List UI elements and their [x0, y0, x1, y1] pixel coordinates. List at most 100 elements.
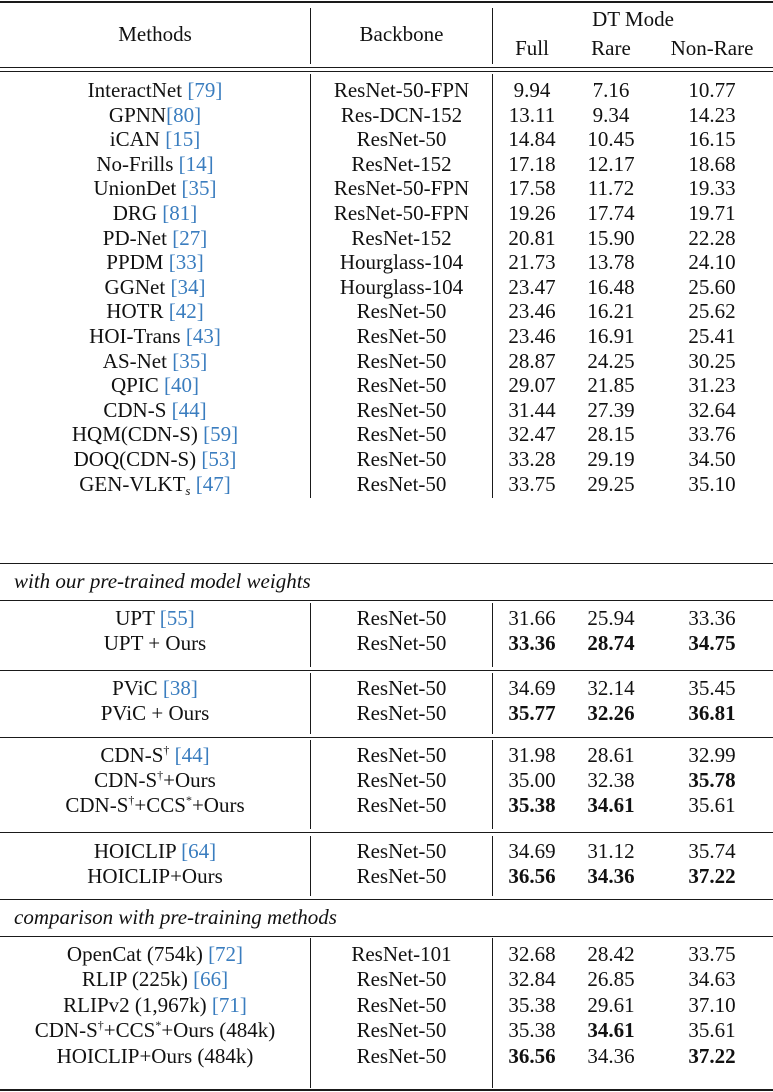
- score-full: 31.44: [508, 397, 556, 422]
- citation-link[interactable]: [44]: [171, 397, 207, 422]
- column-divider: [310, 603, 311, 667]
- citation-link[interactable]: [33]: [168, 250, 204, 275]
- header-nonrare: Non-Rare: [670, 36, 754, 60]
- citation-link[interactable]: [81]: [162, 201, 198, 225]
- score-rare: 28.61: [587, 743, 635, 767]
- score-rare: 11.72: [587, 176, 635, 201]
- score-nonrare: 35.10: [688, 471, 736, 496]
- backbone-value: ResNet-50: [356, 606, 447, 630]
- citation-link[interactable]: [35]: [181, 176, 217, 201]
- score-rare: 27.39: [587, 397, 635, 422]
- method-name: HOI-Trans [43]: [89, 324, 221, 348]
- backbone-value: ResNet-50: [356, 676, 447, 700]
- citation-link[interactable]: [34]: [170, 274, 206, 299]
- citation-link[interactable]: [53]: [201, 447, 237, 471]
- score-full: 29.07: [508, 373, 556, 398]
- score-rare: 34.36: [587, 1043, 635, 1068]
- score-rare: 31.12: [587, 839, 635, 863]
- score-full: 35.38: [508, 1018, 556, 1043]
- score-full: 35.38: [508, 793, 556, 818]
- score-nonrare: 16.15: [688, 127, 736, 152]
- method-name: DRG [81]: [112, 201, 198, 225]
- score-full: 36.56: [508, 864, 556, 889]
- score-full: 33.75: [508, 471, 556, 496]
- backbone-value: ResNet-50: [356, 1043, 447, 1068]
- score-nonrare: 18.68: [688, 151, 736, 176]
- score-nonrare: 19.33: [688, 176, 736, 201]
- score-rare: 32.14: [587, 676, 635, 700]
- citation-link[interactable]: [66]: [193, 967, 229, 992]
- score-full: 36.56: [508, 1043, 556, 1068]
- column-divider: [492, 8, 493, 64]
- backbone-value: ResNet-50-FPN: [333, 176, 470, 201]
- backbone-value: ResNet-50: [356, 793, 447, 818]
- citation-link[interactable]: [43]: [185, 324, 221, 348]
- score-rare: 32.38: [587, 768, 635, 793]
- section-label-pretrained: with our pre-trained model weights: [14, 569, 311, 593]
- citation-link[interactable]: [72]: [208, 942, 244, 966]
- citation-link[interactable]: [38]: [162, 676, 198, 700]
- citation-link[interactable]: [80]: [166, 102, 202, 127]
- score-nonrare: 22.28: [688, 225, 736, 250]
- citation-link[interactable]: [79]: [187, 78, 223, 102]
- score-full: 35.00: [508, 768, 556, 793]
- score-rare: 7.16: [592, 78, 630, 102]
- method-name: CDN-S†+CCS*+Ours (484k): [34, 1018, 276, 1043]
- score-nonrare: 24.10: [688, 250, 736, 275]
- header-dt-mode: DT Mode: [592, 7, 674, 31]
- citation-link[interactable]: [27]: [172, 225, 208, 250]
- score-full: 13.11: [508, 102, 556, 127]
- method-name: UPT + Ours: [103, 631, 207, 656]
- method-name: HOICLIP+Ours: [87, 864, 223, 889]
- citation-link[interactable]: [59]: [203, 422, 239, 447]
- method-name: PViC + Ours: [100, 701, 210, 726]
- backbone-value: ResNet-50: [356, 373, 447, 398]
- score-full: 17.18: [508, 151, 556, 176]
- column-divider: [492, 938, 493, 1088]
- score-rare: 34.36: [587, 864, 635, 889]
- method-name: CDN-S† [44]: [100, 743, 210, 767]
- citation-link[interactable]: [15]: [165, 127, 201, 152]
- citation-link[interactable]: [35]: [172, 348, 208, 373]
- backbone-value: ResNet-50: [356, 324, 447, 348]
- column-divider: [310, 8, 311, 64]
- score-rare: 24.25: [587, 348, 635, 373]
- citation-link[interactable]: [14]: [178, 151, 214, 176]
- header-rare: Rare: [591, 36, 631, 60]
- backbone-value: Hourglass-104: [339, 250, 464, 275]
- method-name: CDN-S†+CCS*+Ours: [65, 793, 245, 818]
- score-rare: 17.74: [587, 201, 635, 225]
- citation-link[interactable]: [64]: [181, 839, 217, 863]
- score-full: 20.81: [508, 225, 556, 250]
- method-name: RLIPv2 (1,967k) [71]: [63, 992, 247, 1017]
- method-name: HQM(CDN-S) [59]: [71, 422, 239, 447]
- score-full: 31.98: [508, 743, 556, 767]
- section-rule: [0, 600, 773, 601]
- method-name: HOICLIP [64]: [93, 839, 217, 863]
- score-nonrare: 35.45: [688, 676, 736, 700]
- superscript-dagger: †: [163, 743, 170, 757]
- superscript-dagger: †: [157, 768, 164, 783]
- citation-link[interactable]: [40]: [164, 373, 200, 398]
- score-nonrare: 33.36: [688, 606, 736, 630]
- method-name: GEN-VLKTs [47]: [79, 471, 231, 498]
- citation-link[interactable]: [44]: [174, 743, 210, 767]
- method-name: PD-Net [27]: [102, 225, 208, 250]
- citation-link[interactable]: [42]: [168, 299, 204, 324]
- citation-link[interactable]: [47]: [195, 471, 231, 496]
- score-nonrare: 32.64: [688, 397, 736, 422]
- superscript-asterisk: *: [155, 1018, 162, 1033]
- score-nonrare: 25.41: [688, 324, 736, 348]
- score-nonrare: 37.10: [688, 992, 736, 1017]
- method-name: HOTR [42]: [106, 299, 204, 324]
- score-rare: 28.42: [587, 942, 635, 966]
- citation-link[interactable]: [55]: [159, 606, 195, 630]
- column-divider: [492, 836, 493, 896]
- backbone-value: ResNet-50: [356, 1018, 447, 1043]
- backbone-value: ResNet-50: [356, 839, 447, 863]
- method-name: PPDM [33]: [106, 250, 204, 275]
- subscript: s: [185, 482, 191, 498]
- citation-link[interactable]: [71]: [211, 992, 247, 1017]
- section-label-comparison: comparison with pre-training methods: [14, 905, 337, 929]
- score-rare: 29.25: [587, 471, 635, 496]
